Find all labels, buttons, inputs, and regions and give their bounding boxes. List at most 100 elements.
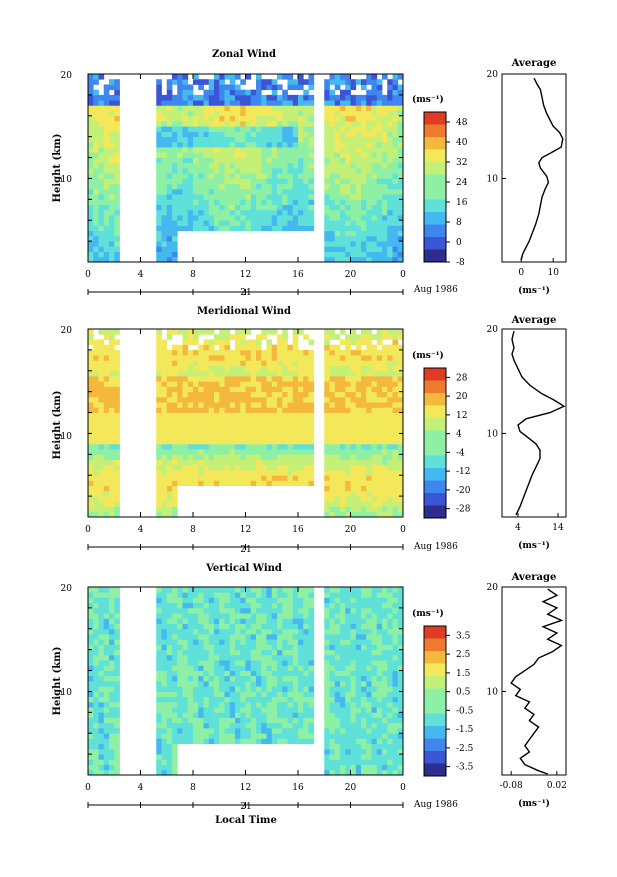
heatmap-cell [167, 449, 173, 455]
heatmap-cell [298, 665, 304, 671]
heatmap-cell [293, 360, 299, 366]
heatmap-cell [261, 163, 267, 169]
heatmap-cell [251, 100, 257, 106]
heatmap-cell [246, 650, 252, 656]
heatmap-cell [183, 329, 189, 335]
heatmap-cell [167, 428, 173, 434]
heatmap-cell [256, 587, 262, 593]
heatmap-cell [309, 608, 315, 614]
heatmap-cell [230, 142, 236, 148]
heatmap-cell [330, 152, 336, 158]
heatmap-cell [183, 381, 189, 387]
heatmap-cell [99, 728, 105, 734]
heatmap-cell [104, 121, 110, 127]
heatmap-cell [298, 79, 304, 85]
heatmap-cell [382, 402, 388, 408]
heatmap-cell [183, 634, 189, 640]
heatmap-cell [267, 644, 273, 650]
heatmap-cell [246, 618, 252, 624]
heatmap-cell [114, 158, 120, 164]
heatmap-cell [114, 423, 120, 429]
heatmap-cell [372, 639, 378, 645]
heatmap-cell [104, 738, 110, 744]
heatmap-cell [282, 215, 288, 221]
heatmap-cell [235, 597, 241, 603]
heatmap-cell [198, 718, 204, 724]
heatmap-cell [335, 691, 341, 697]
heatmap-cell [293, 603, 299, 609]
heatmap-cell [188, 131, 194, 137]
heatmap-cell [372, 465, 378, 471]
heatmap-cell [225, 665, 231, 671]
heatmap-cell [177, 655, 183, 661]
heatmap-cell [183, 470, 189, 476]
heatmap-cell [235, 433, 241, 439]
heatmap-cell [324, 754, 330, 760]
heatmap-cell [393, 199, 399, 205]
heatmap-cell [366, 376, 372, 382]
heatmap-cell [272, 723, 278, 729]
heatmap-cell [183, 350, 189, 356]
heatmap-cell [156, 371, 162, 377]
heatmap-cell [204, 100, 210, 106]
heatmap-cell [324, 236, 330, 242]
heatmap-cell [172, 350, 178, 356]
heatmap-cell [156, 79, 162, 85]
heatmap-cell [93, 184, 99, 190]
heatmap-cell [277, 126, 283, 132]
heatmap-cell [167, 386, 173, 392]
heatmap-cell [219, 733, 225, 739]
heatmap-cell [261, 712, 267, 718]
heatmap-cell [99, 241, 105, 247]
heatmap-cell [156, 246, 162, 252]
heatmap-cell [277, 147, 283, 153]
heatmap-cell [288, 460, 294, 466]
heatmap-cell [372, 603, 378, 609]
heatmap-cell [261, 629, 267, 635]
heatmap-cell [204, 339, 210, 345]
heatmap-cell [235, 392, 241, 398]
heatmap-cell [282, 105, 288, 111]
heatmap-cell [209, 199, 215, 205]
heatmap-cell [277, 629, 283, 635]
heatmap-cell [235, 738, 241, 744]
heatmap-cell [298, 639, 304, 645]
heatmap-cell [330, 355, 336, 361]
heatmap-cell [198, 116, 204, 122]
heatmap-cell [188, 126, 194, 132]
heatmap-cell [324, 733, 330, 739]
heatmap-cell [351, 252, 357, 258]
heatmap-cell [345, 702, 351, 708]
heatmap-cell [183, 597, 189, 603]
heatmap-cell [298, 210, 304, 216]
heatmap-cell [177, 613, 183, 619]
heatmap-cell [177, 205, 183, 211]
heatmap-cell [351, 329, 357, 335]
heatmap-cell [156, 765, 162, 771]
heatmap-cell [261, 592, 267, 598]
heatmap-cell [209, 95, 215, 101]
heatmap-cell [246, 460, 252, 466]
heatmap-cell [298, 355, 304, 361]
heatmap-cell [351, 116, 357, 122]
heatmap-cell [99, 587, 105, 593]
heatmap-cell [183, 681, 189, 687]
heatmap-cell [387, 460, 393, 466]
heatmap-cell [377, 697, 383, 703]
colorbar-segment [424, 406, 446, 419]
heatmap-cell [288, 158, 294, 164]
heatmap-cell [177, 184, 183, 190]
heatmap-cell [387, 334, 393, 340]
heatmap-cell [198, 460, 204, 466]
heatmap-cell [172, 644, 178, 650]
heatmap-cell [235, 413, 241, 419]
heatmap-cell [351, 376, 357, 382]
heatmap-cell [225, 707, 231, 713]
heatmap-cell [156, 95, 162, 101]
heatmap-cell [246, 360, 252, 366]
heatmap-cell [372, 475, 378, 481]
heatmap-cell [366, 345, 372, 351]
heatmap-cell [361, 691, 367, 697]
heatmap-cell [235, 718, 241, 724]
